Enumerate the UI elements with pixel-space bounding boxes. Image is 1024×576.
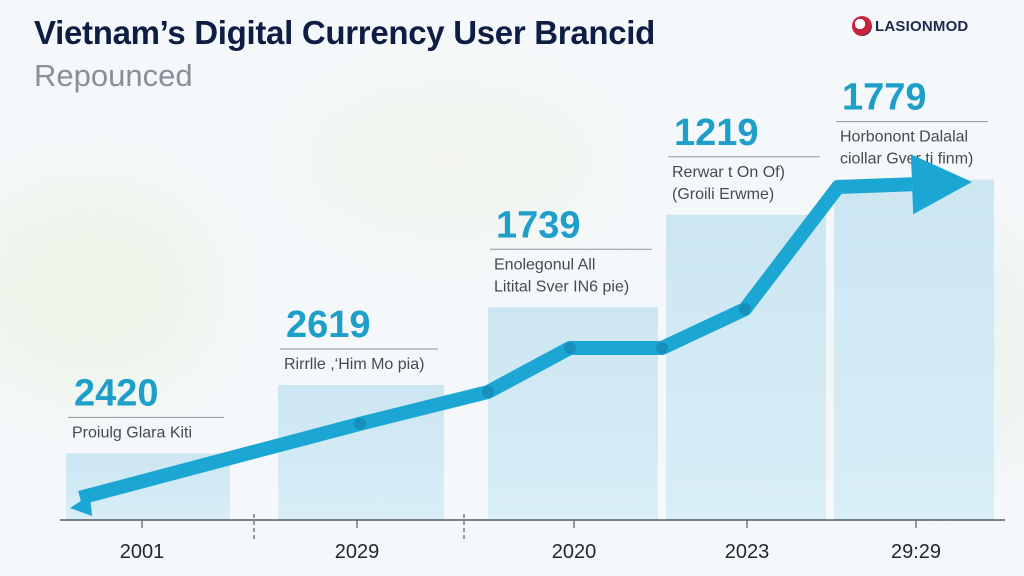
trend-arrow-group <box>70 154 972 516</box>
annotation-label: Horbonont Dalalal <box>840 129 968 146</box>
annotation-label: Rirrlle ,‘Him Mo pia) <box>284 356 424 373</box>
trend-arrow-head <box>910 154 972 215</box>
bars-group <box>66 179 994 520</box>
brand-logo: LASIONMOD <box>852 16 968 36</box>
data-label: 1739 <box>496 204 581 246</box>
x-tick-label: 2001 <box>120 541 165 563</box>
trend-arrow-tail <box>70 495 92 516</box>
circle-logo-icon <box>852 16 872 36</box>
data-label: 2619 <box>286 304 371 346</box>
trend-point <box>354 417 366 430</box>
labels-group: 2420 Proiulg Glara Kiti 2619 Rirrlle ,‘Him … <box>68 77 988 441</box>
background-blob <box>300 80 600 240</box>
bar <box>488 307 658 520</box>
bar <box>666 214 826 520</box>
x-tick-labels: 2001 2029 2020 2023 29:29 <box>120 541 941 563</box>
x-tick-label: 29:29 <box>891 541 941 563</box>
annotation-label: Proiulg Glara Kiti <box>72 424 192 441</box>
x-tick-label: 2020 <box>552 541 597 563</box>
x-axis <box>60 514 1005 542</box>
trend-line <box>78 177 913 505</box>
annotation-label: Litital Sver IN6 pie) <box>494 278 629 295</box>
background-blob <box>0 180 220 400</box>
bar <box>834 179 994 520</box>
chart-subtitle: Repounced <box>34 58 193 93</box>
trend-point <box>739 303 751 316</box>
x-tick-label: 2023 <box>725 541 770 563</box>
data-label: 1779 <box>842 77 927 119</box>
trend-point <box>656 342 668 354</box>
trend-point <box>564 341 576 354</box>
data-label: 1219 <box>674 112 759 154</box>
annotation-label: Enolegonul All <box>494 256 595 273</box>
annotation-label: ciollar Gver ti finm) <box>840 151 973 168</box>
annotation-label: Rerwar t On Of) <box>672 164 785 181</box>
data-label: 2420 <box>74 372 159 414</box>
annotation-label: (Groili Erwme) <box>672 186 774 203</box>
x-tick-label: 2029 <box>335 541 380 563</box>
brand-logo-text: LASIONMOD <box>875 17 969 35</box>
chart-title: Vietnam’s Digital Currency User Brancid <box>34 14 656 51</box>
trend-point <box>482 386 494 398</box>
